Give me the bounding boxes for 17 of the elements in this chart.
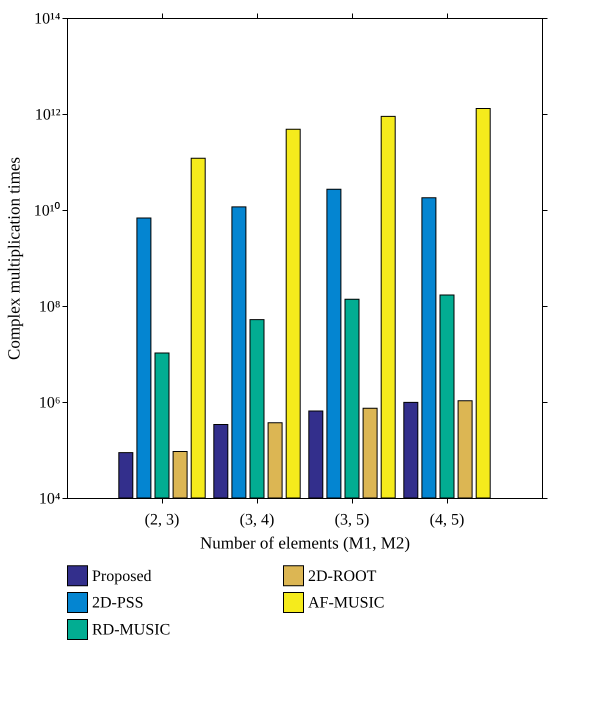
y-tick-label: 10¹⁰ — [34, 202, 60, 220]
x-axis-title: Number of elements (M1, M2) — [200, 534, 410, 552]
legend-label: 2D-PSS — [92, 594, 144, 612]
y-axis-title: Complex multiplication times — [4, 156, 24, 360]
x-tick-label: (3, 4) — [240, 512, 274, 528]
legend-label: RD-MUSIC — [92, 622, 170, 638]
legend-label: Proposed — [92, 568, 152, 585]
x-tick-label: (2, 3) — [144, 512, 180, 528]
x-tick-label: (3, 5) — [334, 512, 370, 528]
y-tick-label: 10¹² — [34, 106, 61, 124]
legend-label: AF-MUSIC — [308, 594, 384, 612]
y-tick-label: 10¹⁴ — [34, 10, 61, 28]
y-tick-label: 10⁶ — [38, 394, 60, 412]
legend-label: 2D-ROOT — [308, 568, 377, 585]
y-tick-label: 10⁸ — [38, 298, 60, 316]
y-tick-label: 10⁴ — [38, 490, 61, 508]
x-tick-label: (4, 5) — [430, 512, 464, 528]
